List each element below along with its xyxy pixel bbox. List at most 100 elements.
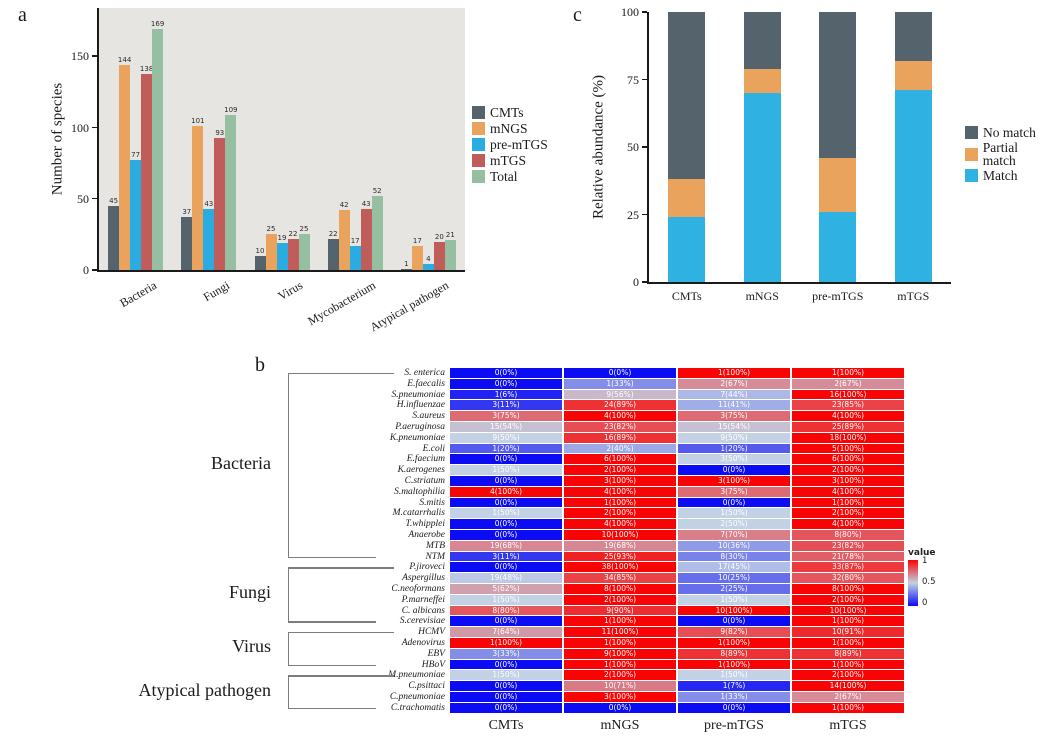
heatmap-cell: 9(50%) [678, 432, 790, 443]
bar-value-label: 43 [204, 199, 214, 208]
heatmap-cell: 0(0%) [450, 530, 562, 540]
panel-c-y-axis-title: Relative abundance (%) [590, 74, 607, 220]
bar-value-label: 37 [182, 208, 192, 217]
bar-cmts [108, 205, 120, 270]
heatmap-cell: 0(0%) [450, 681, 562, 692]
heatmap-cell: 2(67%) [792, 378, 904, 389]
heatmap-cell: 5(100%) [792, 443, 904, 454]
heatmap-cell: 0(0%) [678, 465, 790, 476]
panel-c-plot-area: 0 25 50 75 100 CMTs mNGS pre-mTGS mTGS [621, 5, 951, 303]
heatmap-row-label: P.jiroveci [409, 562, 445, 573]
heatmap-cell: 3(11%) [450, 551, 562, 562]
heatmap-cell: 1(100%) [792, 702, 904, 713]
heatmap-cell: 3(100%) [792, 476, 904, 486]
heatmap-cell: 6(100%) [564, 454, 676, 465]
heatmap-cell: 0(0%) [450, 519, 562, 530]
heatmap-cell: 1(7%) [678, 681, 790, 692]
heatmap-cell: 1(33%) [678, 692, 790, 702]
heatmap-cell: 23(82%) [564, 422, 676, 432]
heatmap-cell: 3(11%) [450, 400, 562, 411]
bar-value-label: 77 [131, 151, 141, 160]
bar-pre-mtgs [349, 245, 361, 270]
heatmap-row-label: C.trachomatis [390, 702, 445, 713]
heatmap-cell: 7(44%) [678, 389, 790, 400]
heatmap-row-label: HCMV [418, 627, 445, 638]
heatmap-cell: 1(100%) [792, 368, 904, 378]
bar-mtgs [141, 73, 153, 270]
panel-c-stacked-bar-chart: c Relative abundance (%) 0 25 50 75 100 CMTs m… [565, 0, 1053, 335]
stack-segment-match [743, 93, 781, 282]
heatmap-cell: 18(100%) [792, 432, 904, 443]
bar-value-label: 42 [339, 201, 349, 210]
heatmap-row-label: P.aeruginosa [395, 422, 445, 432]
heatmap-cell: 8(89%) [792, 648, 904, 659]
legend-swatch [472, 138, 485, 151]
panel-b-heatmap: b S. enterica 0(0%) 0(0%) 1(100%) 1(100%) E.f… [139, 352, 1053, 740]
legend-label: No match [983, 125, 1036, 140]
heatmap-row-label: S. enterica [404, 368, 445, 378]
bar-pre-mtgs [203, 208, 215, 270]
heatmap-cell: 9(100%) [564, 648, 676, 659]
bar-total [444, 240, 456, 270]
heatmap-row-label: P.marneffei [401, 594, 445, 605]
heatmap-row-label: M.catarrhalis [392, 508, 445, 519]
bar-value-label: 1 [404, 259, 409, 268]
heatmap-cell: 3(75%) [678, 486, 790, 497]
heatmap-cell: 10(71%) [564, 681, 676, 692]
bar-value-label: 43 [361, 199, 371, 208]
heatmap-column-label: CMTs [488, 717, 524, 733]
heatmap-cell: 15(54%) [678, 422, 790, 432]
group-bracket-line [288, 567, 394, 569]
legend-label: mTGS [490, 153, 527, 168]
heatmap-cell: 2(100%) [564, 594, 676, 605]
heatmap-row-label: EBV [427, 648, 445, 659]
heatmap-cell: 0(0%) [450, 616, 562, 627]
panel-c-x-category-label: pre-mTGS [812, 289, 864, 303]
panel-c-legend: No match Partial match Match [965, 126, 1053, 182]
panel-c-y-tick [642, 213, 647, 215]
heatmap-cell: 1(100%) [792, 638, 904, 648]
bar-value-label: 17 [412, 236, 422, 245]
heatmap-cell: 0(0%) [564, 702, 676, 713]
heatmap-cell: 1(100%) [564, 638, 676, 648]
heatmap-cell: 3(100%) [564, 692, 676, 702]
heatmap-group-label: Fungi [228, 582, 271, 603]
bar-total [152, 29, 164, 270]
heatmap-legend-tick: 1 [922, 556, 928, 566]
heatmap-cell: 10(100%) [678, 605, 790, 616]
heatmap-cell: 1(50%) [450, 594, 562, 605]
stack-segment-partial-match [668, 179, 706, 218]
heatmap-cell: 2(100%) [792, 670, 904, 681]
heatmap-cell: 1(100%) [564, 616, 676, 627]
heatmap-cell: 1(20%) [450, 443, 562, 454]
heatmap-row-label: M.pneumoniae [388, 670, 445, 681]
panel-c-x-category-label: mTGS [897, 289, 930, 303]
heatmap-cell: 1(50%) [450, 670, 562, 681]
legend-item: pre-mTGS [472, 138, 548, 151]
legend-label: pre-mTGS [490, 137, 548, 152]
heatmap-row-label: K.pneumoniae [389, 432, 445, 443]
panel-c-y-tick-label: 25 [627, 207, 639, 222]
heatmap-cell: 16(100%) [792, 389, 904, 400]
heatmap-cell: 4(100%) [792, 519, 904, 530]
heatmap-cell: 9(82%) [678, 627, 790, 638]
panel-a-y-tick-label: 150 [71, 49, 89, 64]
heatmap-cell: 1(33%) [564, 378, 676, 389]
heatmap-row-label: C.neoformans [391, 584, 445, 594]
heatmap-cell: 11(100%) [564, 627, 676, 638]
heatmap-cell: 9(50%) [450, 432, 562, 443]
heatmap-row-label: S.cerevisiae [399, 616, 445, 627]
legend-item: mNGS [472, 122, 548, 135]
bar-pre-mtgs [130, 160, 142, 270]
bar-mngs [265, 234, 277, 270]
heatmap-cell: 1(50%) [450, 508, 562, 519]
legend-item: Partial match [965, 141, 1053, 167]
heatmap-column-label: pre-mTGS [704, 717, 764, 733]
bar-value-label: 52 [372, 186, 382, 195]
heatmap-group-label: Virus [232, 636, 271, 657]
heatmap-cell: 9(56%) [564, 389, 676, 400]
bar-value-label: 25 [266, 225, 276, 234]
panel-a-y-tick-label: 100 [71, 120, 89, 135]
panel-a-legend: CMTs mNGS pre-mTGS mTGS Total [472, 106, 548, 183]
bar-value-label: 93 [215, 128, 225, 137]
